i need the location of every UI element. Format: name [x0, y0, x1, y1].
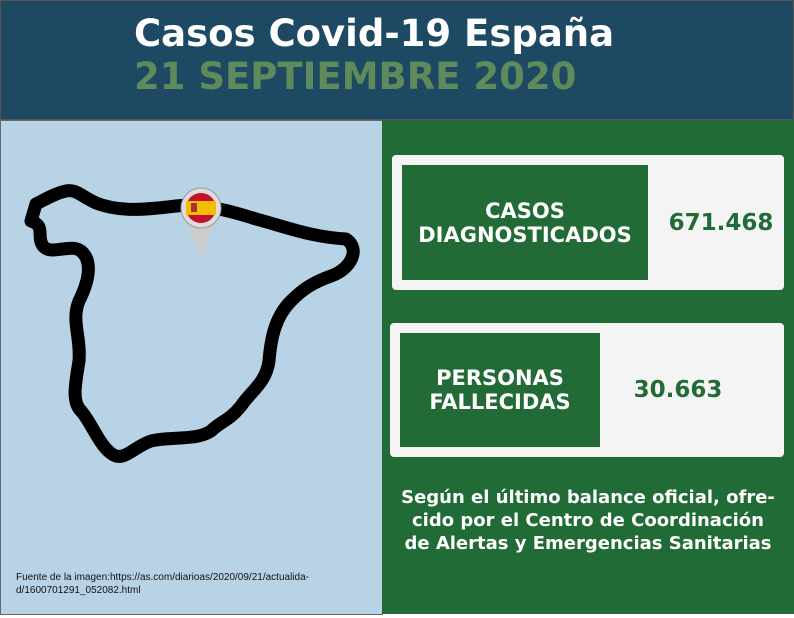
header [0, 0, 794, 120]
card-label: PERSONAS FALLECIDAS [400, 333, 600, 447]
note-line: cido por el Centro de Coordinación [412, 510, 764, 531]
label-line: DIAGNOSTICADOS [418, 222, 632, 247]
spain-outline [24, 184, 360, 463]
map [24, 184, 360, 463]
card-value: 30.663 [633, 377, 723, 403]
date: 21 SEPTIEMBRE 2020 [134, 55, 577, 98]
source: Fuente de la imagen:https://as.com/diari… [16, 571, 309, 597]
note-line: Según el último balance oficial, ofre- [401, 487, 775, 508]
title: Casos Covid-19 España [134, 12, 615, 55]
flag-pin [180, 187, 222, 258]
source-line: Fuente de la imagen:https://as.com/diari… [16, 572, 309, 583]
source-line: d/1600701291_052082.html [16, 585, 141, 596]
label-line: PERSONAS [436, 366, 564, 390]
map-panel: Fuente de la imagen:https://as.com/diari… [0, 120, 383, 615]
note-line: de Alertas y Emergencias Sanitarias [404, 533, 772, 554]
label-line: CASOS [485, 198, 565, 223]
note: Según el último balance oficial, ofre- c… [382, 486, 794, 555]
label-line: FALLECIDAS [429, 390, 571, 414]
card-value: 671.468 [668, 209, 774, 236]
card-label: CASOS DIAGNOSTICADOS [402, 165, 648, 280]
